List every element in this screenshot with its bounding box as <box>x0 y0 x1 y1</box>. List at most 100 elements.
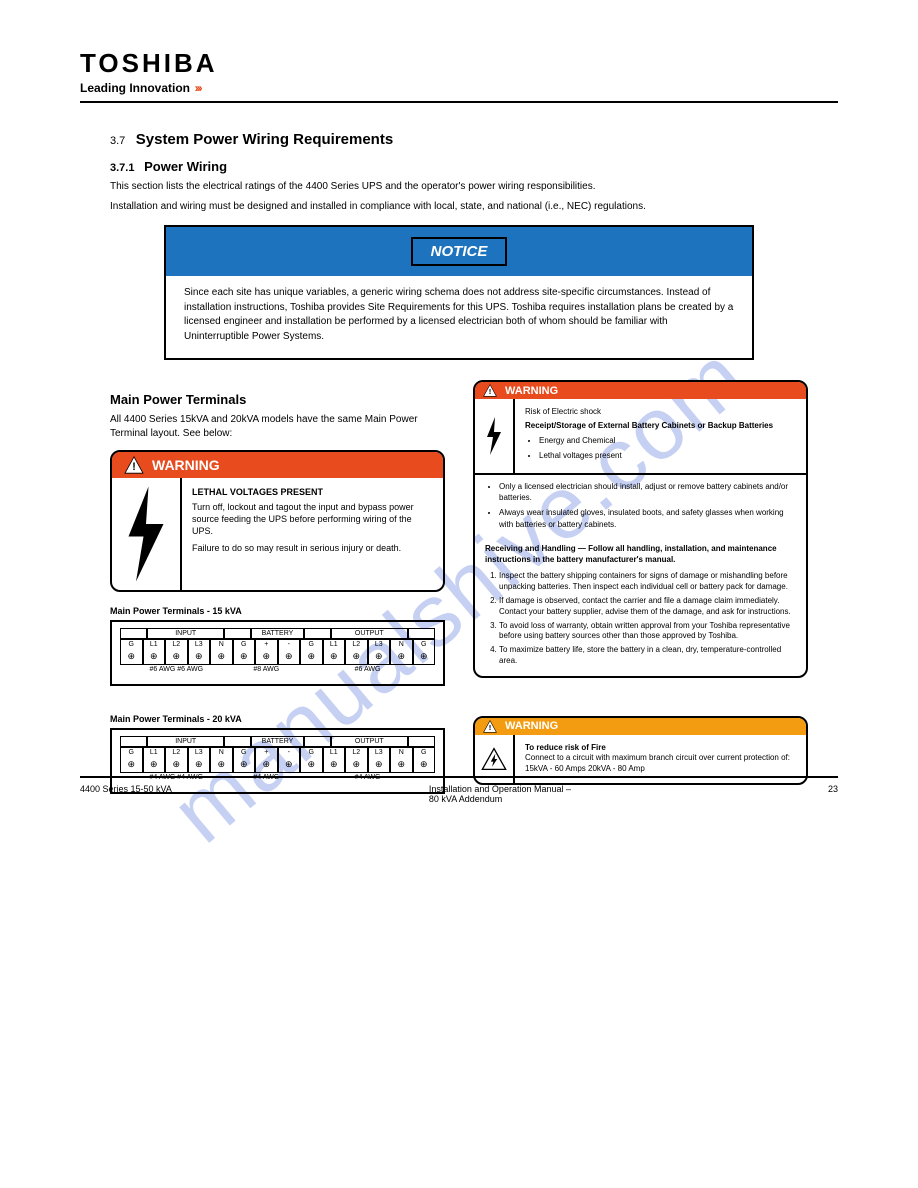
shock-icon-cell-small <box>475 399 515 473</box>
footer-left: 4400 Series 15-50 kVA <box>80 784 172 804</box>
tl-on: N <box>390 639 413 649</box>
warning-line-0: LETHAL VOLTAGES PRESENT <box>192 486 433 498</box>
th-blank <box>408 628 435 639</box>
th-output: OUTPUT <box>331 736 408 747</box>
th-blank <box>224 736 251 747</box>
subsection-number: 3.7.1 <box>110 162 134 174</box>
terminal-label-20: Main Power Terminals - 20 kVA <box>110 714 445 724</box>
main-terminals-heading: Main Power Terminals <box>110 392 445 407</box>
bottom-line-0: To reduce risk of Fire <box>525 743 796 754</box>
th-battery: BATTERY <box>251 628 303 639</box>
tl-g: G <box>120 747 143 757</box>
th-input: INPUT <box>147 628 224 639</box>
tl-minus: - <box>278 639 301 649</box>
screw: ⊕ <box>255 649 278 665</box>
shock-label: Risk of Electric shock <box>525 407 796 418</box>
tl-ol2: L2 <box>345 747 368 757</box>
brand-logo: TOSHIBA <box>80 48 838 79</box>
screw: ⊕ <box>413 649 436 665</box>
tl-ol1: L1 <box>323 639 346 649</box>
section-number: 3.7 <box>110 135 125 147</box>
bottom-line-2: 15kVA - 60 Amps 20kVA - 80 Amp <box>525 764 796 775</box>
list-item: Energy and Chemical <box>539 435 796 446</box>
th-blank <box>408 736 435 747</box>
screw: ⊕ <box>188 757 211 773</box>
th-blank <box>304 628 331 639</box>
main-terminals-paragraph: All 4400 Series 15kVA and 20kVA models h… <box>110 413 445 440</box>
warning-line-1: Turn off, lockout and tagout the input a… <box>192 501 433 537</box>
warning-title-left: WARNING <box>152 457 220 473</box>
tl-g: G <box>120 639 143 649</box>
intro-paragraph-a: This section lists the electrical rating… <box>110 180 808 194</box>
tl-og: G <box>413 639 436 649</box>
warning-right-heading: Receipt/Storage of External Battery Cabi… <box>525 421 796 432</box>
terminal-screw-row: ⊕⊕⊕⊕⊕⊕⊕⊕⊕⊕⊕⊕⊕⊕ <box>120 649 435 665</box>
footer-page-number: 23 <box>828 784 838 804</box>
lightning-icon <box>483 416 505 456</box>
screw: ⊕ <box>368 649 391 665</box>
th-blank <box>224 628 251 639</box>
tl-plus: + <box>255 747 278 757</box>
screw: ⊕ <box>188 649 211 665</box>
warning-title-right: WARNING <box>505 385 558 397</box>
warning-header-left: ! WARNING <box>112 452 443 478</box>
tl-g2: G <box>233 639 256 649</box>
tl-minus: - <box>278 747 301 757</box>
warning-right-list: Energy and Chemical Lethal voltages pres… <box>525 435 796 461</box>
warning-right-lower: Only a licensed electrician should insta… <box>475 475 806 676</box>
shock-icon-cell <box>112 478 182 590</box>
terminal-label-row-20: G L1 L2 L3 N G + - G L1 L2 L3 N G <box>120 747 435 757</box>
list-item: To avoid loss of warranty, obtain writte… <box>499 621 796 643</box>
tl-plus: + <box>255 639 278 649</box>
list-item: Only a licensed electrician should insta… <box>499 481 796 503</box>
list-item: Always wear insulated gloves, insulated … <box>499 507 796 529</box>
page: TOSHIBA Leading Innovation ››› 3.7 Syste… <box>0 0 918 844</box>
list-item: To maximize battery life, store the batt… <box>499 645 796 667</box>
screw: ⊕ <box>120 649 143 665</box>
screw: ⊕ <box>300 649 323 665</box>
list-item: If damage is observed, contact the carri… <box>499 596 796 618</box>
tl-l3: L3 <box>188 747 211 757</box>
screw: ⊕ <box>255 757 278 773</box>
tl-n: N <box>210 639 233 649</box>
screw: ⊕ <box>390 649 413 665</box>
tl-ol3: L3 <box>368 747 391 757</box>
screw: ⊕ <box>120 757 143 773</box>
screw: ⊕ <box>390 757 413 773</box>
notice-box: NOTICE Since each site has unique variab… <box>164 225 754 360</box>
tl-g3: G <box>300 747 323 757</box>
screw: ⊕ <box>413 757 436 773</box>
th-blank <box>120 628 147 639</box>
section-heading: 3.7 System Power Wiring Requirements <box>110 131 808 149</box>
page-footer: 4400 Series 15-50 kVA Installation and O… <box>80 776 838 804</box>
subsection-title: Power Wiring <box>144 159 227 174</box>
terminal-wire-row-15: #6 AWG #6 AWG #8 AWG #6 AWG <box>120 665 435 674</box>
screw: ⊕ <box>345 757 368 773</box>
footer-center-bottom: 80 kVA Addendum <box>429 794 502 804</box>
section-title: System Power Wiring Requirements <box>136 131 393 148</box>
terminal-box-15: INPUT BATTERY OUTPUT G L1 L2 L3 N G <box>110 620 445 686</box>
two-column-layout: Main Power Terminals All 4400 Series 15k… <box>110 380 808 794</box>
tagline-text: Leading Innovation <box>80 81 190 95</box>
screw: ⊕ <box>165 757 188 773</box>
th-blank <box>304 736 331 747</box>
tl-l2: L2 <box>165 639 188 649</box>
warning-right-top-text: Risk of Electric shock Receipt/Storage o… <box>515 399 806 473</box>
wire-output-15: #6 AWG <box>300 665 435 674</box>
brand-tagline: Leading Innovation ››› <box>80 81 838 95</box>
svg-text:!: ! <box>489 723 492 732</box>
tl-g2: G <box>233 747 256 757</box>
wire-input-15: #6 AWG #6 AWG <box>120 665 233 674</box>
terminal-label-15: Main Power Terminals - 15 kVA <box>110 606 445 616</box>
warning-body-right-top: Risk of Electric shock Receipt/Storage o… <box>475 399 806 475</box>
terminal-header-row-20: INPUT BATTERY OUTPUT <box>120 736 435 747</box>
tl-ol2: L2 <box>345 639 368 649</box>
terminal-screw-row-20: ⊕⊕⊕⊕⊕⊕⊕⊕⊕⊕⊕⊕⊕⊕ <box>120 757 435 773</box>
screw: ⊕ <box>368 757 391 773</box>
tl-l1: L1 <box>143 639 166 649</box>
screw: ⊕ <box>323 649 346 665</box>
bottom-line-1: Connect to a circuit with maximum branch… <box>525 753 796 764</box>
content-area: 3.7 System Power Wiring Requirements 3.7… <box>80 103 838 804</box>
tl-l1: L1 <box>143 747 166 757</box>
footer-center: Installation and Operation Manual – 80 k… <box>429 784 571 804</box>
